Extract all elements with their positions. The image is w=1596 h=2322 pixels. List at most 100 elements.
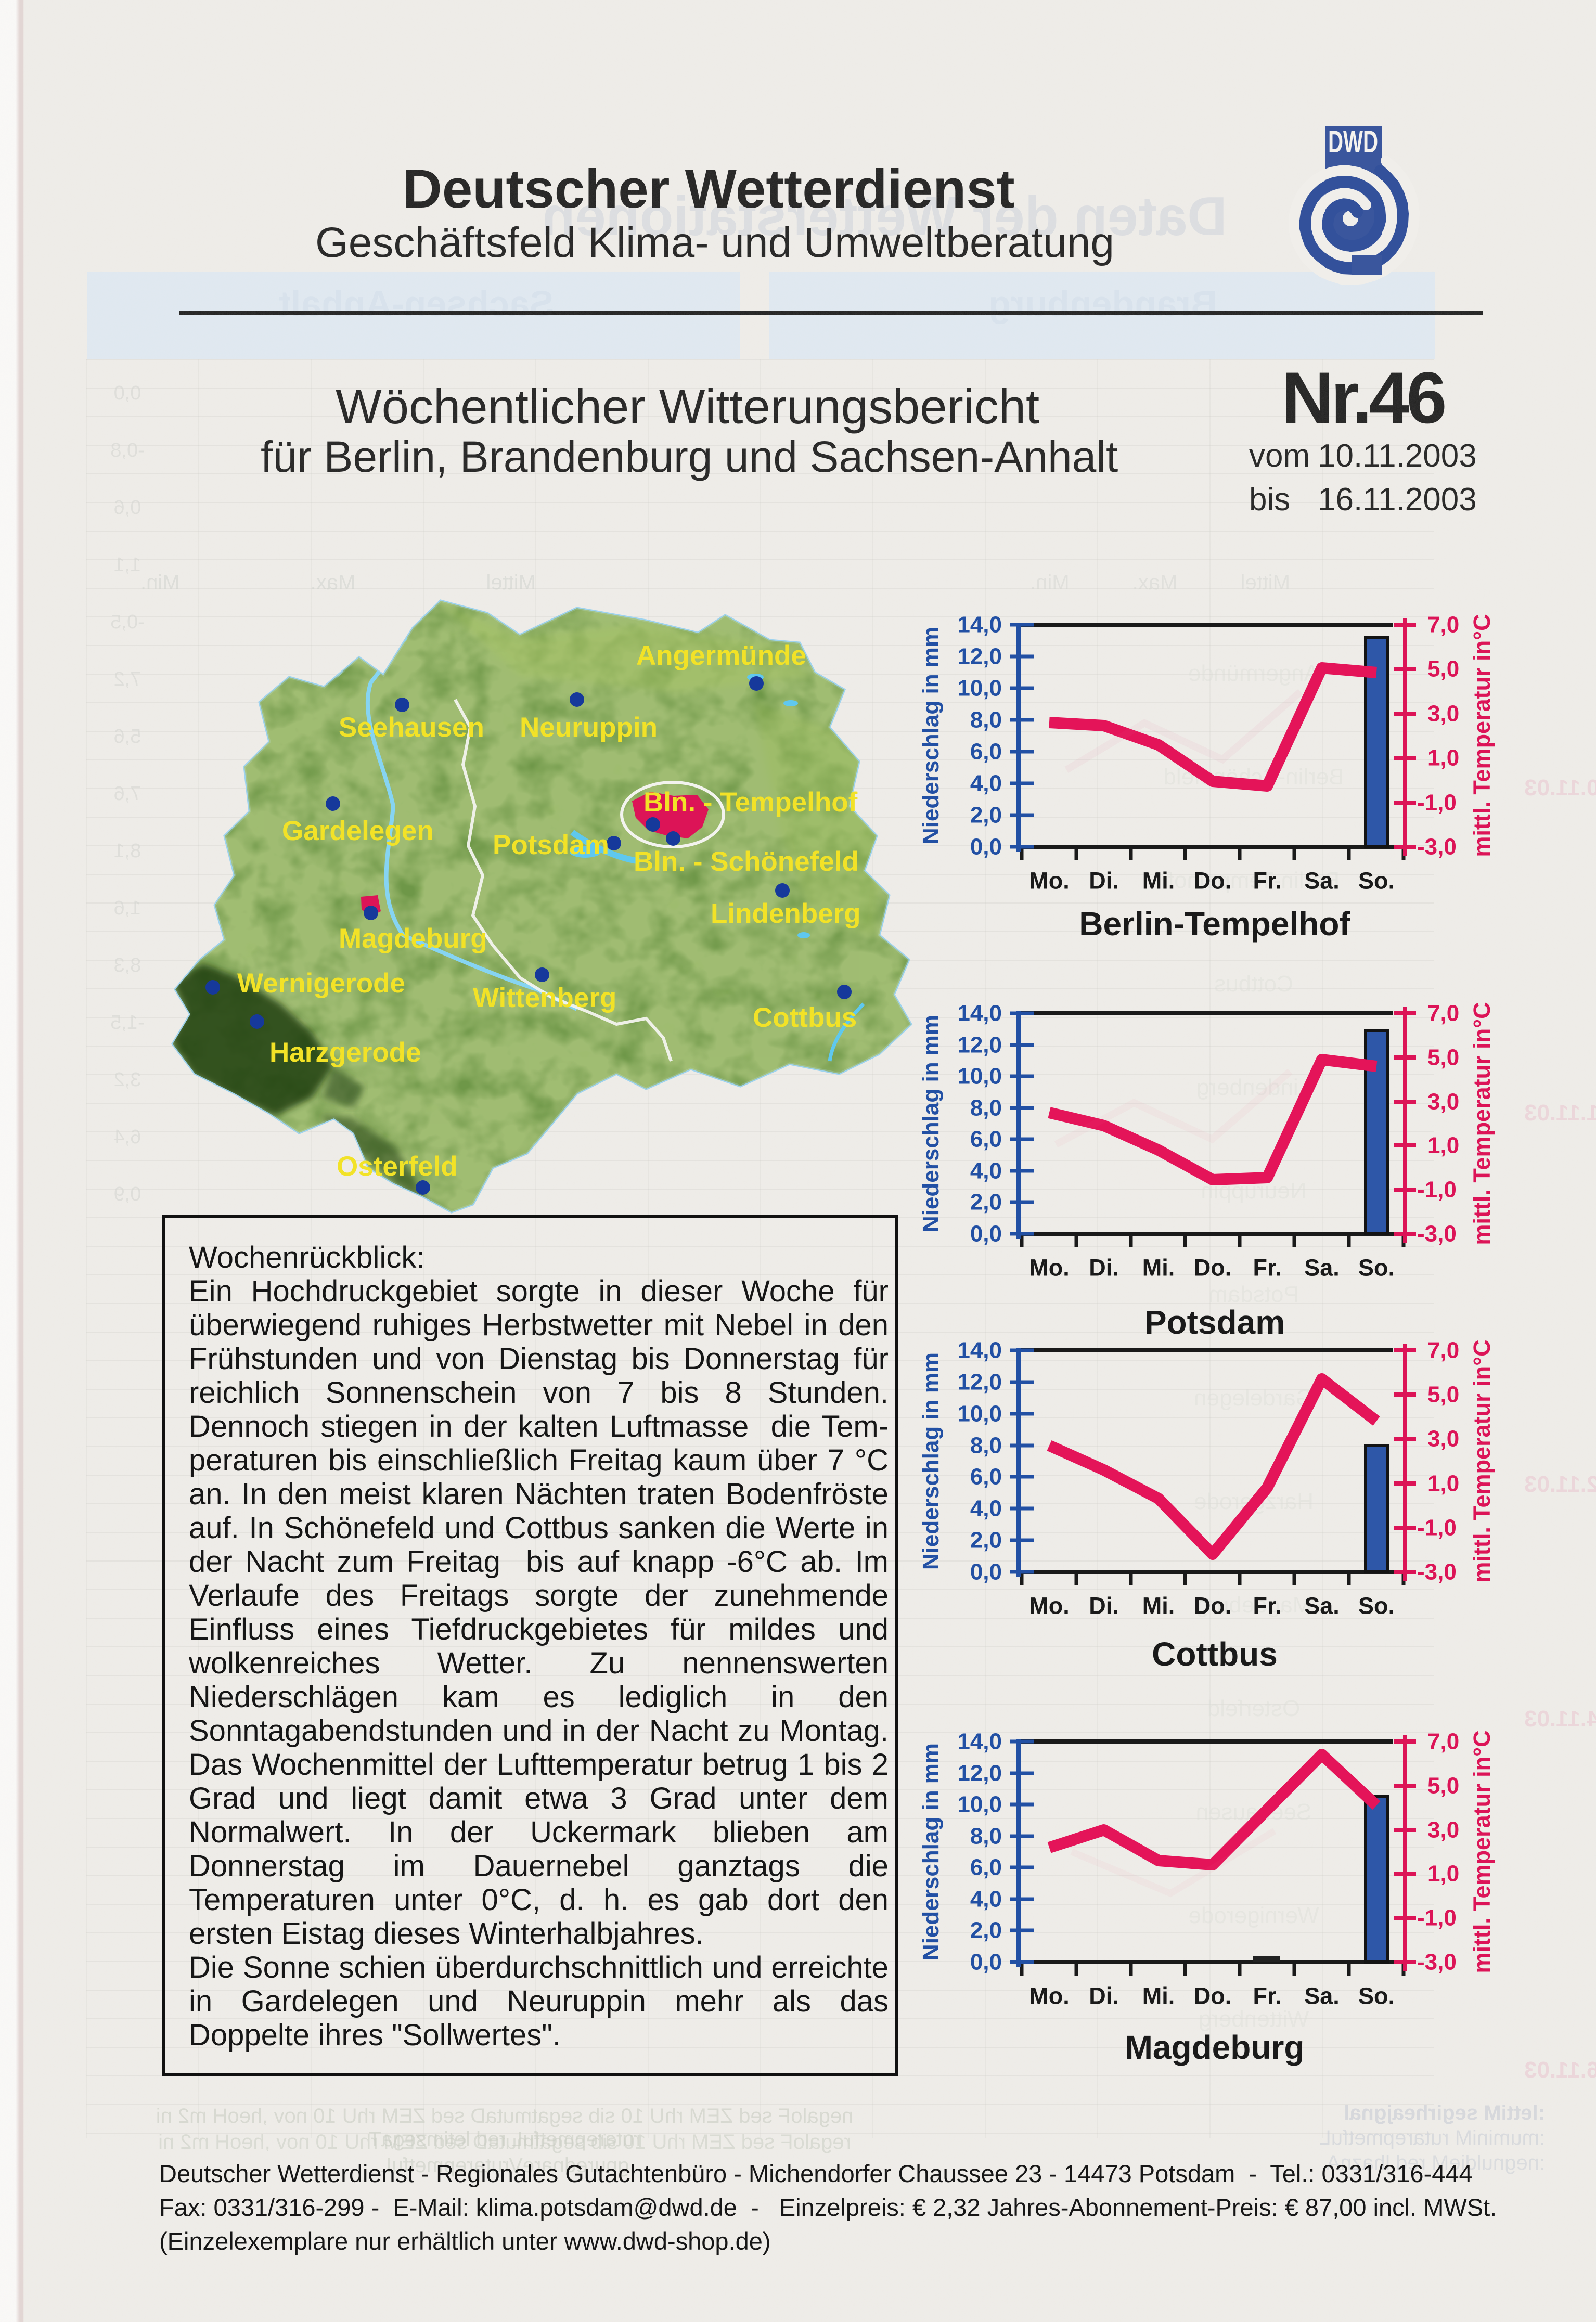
svg-text:Sa.: Sa. bbox=[1304, 1983, 1340, 2009]
svg-text:Potsdam: Potsdam bbox=[493, 830, 609, 860]
svg-text:Sa.: Sa. bbox=[1304, 1255, 1340, 1281]
svg-text:Neuruppin: Neuruppin bbox=[520, 712, 658, 743]
svg-text:10,0: 10,0 bbox=[957, 1064, 1002, 1089]
svg-text:0,0: 0,0 bbox=[970, 1950, 1002, 1975]
svg-text:Fr.: Fr. bbox=[1253, 1255, 1281, 1281]
svg-text:Mo.: Mo. bbox=[1029, 868, 1069, 894]
svg-text:mittl. Temperatur in°C: mittl. Temperatur in°C bbox=[1469, 1002, 1495, 1245]
svg-text:So.: So. bbox=[1358, 1593, 1395, 1619]
svg-text:12,0: 12,0 bbox=[957, 644, 1002, 669]
svg-text:mittl. Temperatur in°C: mittl. Temperatur in°C bbox=[1469, 614, 1495, 857]
svg-text:So.: So. bbox=[1358, 868, 1395, 894]
svg-text:Cottbus: Cottbus bbox=[1152, 1635, 1278, 1673]
svg-text:5,0: 5,0 bbox=[1427, 1773, 1459, 1799]
svg-text:6,0: 6,0 bbox=[970, 739, 1002, 765]
svg-text:7,0: 7,0 bbox=[1427, 1338, 1459, 1363]
svg-text:14,0: 14,0 bbox=[957, 1001, 1002, 1026]
svg-text:Di.: Di. bbox=[1089, 1255, 1119, 1281]
svg-text:Niederschlag in mm: Niederschlag in mm bbox=[918, 1743, 944, 1960]
svg-text:14,0: 14,0 bbox=[957, 612, 1002, 638]
svg-text:Do.: Do. bbox=[1194, 1255, 1232, 1281]
svg-text:Angermünde: Angermünde bbox=[636, 640, 806, 671]
svg-text:2,0: 2,0 bbox=[970, 803, 1002, 828]
svg-text:Di.: Di. bbox=[1089, 868, 1119, 894]
svg-text:5,0: 5,0 bbox=[1427, 1382, 1459, 1408]
svg-text:Fr.: Fr. bbox=[1253, 868, 1281, 894]
svg-text:-3,0: -3,0 bbox=[1417, 1559, 1457, 1585]
svg-text:So.: So. bbox=[1358, 1255, 1395, 1281]
svg-text:Di.: Di. bbox=[1089, 1983, 1119, 2009]
svg-text:DWD: DWD bbox=[1328, 124, 1378, 159]
svg-text:8,0: 8,0 bbox=[970, 1095, 1002, 1121]
svg-text:-3,0: -3,0 bbox=[1417, 834, 1457, 860]
svg-text:Niederschlag in mm: Niederschlag in mm bbox=[918, 1015, 944, 1232]
svg-text:Osterfeld: Osterfeld bbox=[337, 1151, 458, 1182]
svg-text:8,0: 8,0 bbox=[970, 1824, 1002, 1849]
svg-text:8,0: 8,0 bbox=[970, 707, 1002, 733]
svg-text:10,0: 10,0 bbox=[957, 676, 1002, 701]
svg-text:3,0: 3,0 bbox=[1427, 1817, 1459, 1843]
svg-text:Mi.: Mi. bbox=[1142, 1255, 1175, 1281]
svg-text:-1,0: -1,0 bbox=[1417, 790, 1457, 816]
svg-text:12,0: 12,0 bbox=[957, 1761, 1002, 1786]
svg-text:6,0: 6,0 bbox=[970, 1464, 1002, 1490]
svg-text:3,0: 3,0 bbox=[1427, 1089, 1459, 1115]
svg-text:3,0: 3,0 bbox=[1427, 701, 1459, 727]
svg-text:1,0: 1,0 bbox=[1427, 1133, 1459, 1158]
svg-text:Mi.: Mi. bbox=[1142, 868, 1175, 894]
svg-text:Magdeburg: Magdeburg bbox=[1125, 2029, 1305, 2066]
svg-text:0,0: 0,0 bbox=[970, 834, 1002, 860]
svg-text:Berlin-Tempelhof: Berlin-Tempelhof bbox=[1079, 905, 1350, 943]
svg-text:Niederschlag in mm: Niederschlag in mm bbox=[918, 627, 944, 844]
svg-text:4,0: 4,0 bbox=[970, 1887, 1002, 1912]
svg-text:Mo.: Mo. bbox=[1029, 1983, 1069, 2009]
svg-text:6,0: 6,0 bbox=[970, 1127, 1002, 1152]
svg-text:4,0: 4,0 bbox=[970, 1158, 1002, 1184]
svg-text:Lindenberg: Lindenberg bbox=[711, 898, 861, 929]
svg-text:1,0: 1,0 bbox=[1427, 745, 1459, 771]
svg-text:Do.: Do. bbox=[1194, 1593, 1232, 1619]
svg-text:6,0: 6,0 bbox=[970, 1855, 1002, 1880]
svg-text:Bln. - Tempelhof: Bln. - Tempelhof bbox=[643, 787, 858, 818]
svg-text:2,0: 2,0 bbox=[970, 1528, 1002, 1553]
svg-text:-3,0: -3,0 bbox=[1417, 1950, 1457, 1975]
svg-text:mittl. Temperatur in°C: mittl. Temperatur in°C bbox=[1469, 1339, 1495, 1582]
svg-text:Magdeburg: Magdeburg bbox=[339, 923, 487, 954]
svg-text:7,0: 7,0 bbox=[1427, 612, 1459, 638]
svg-text:7,0: 7,0 bbox=[1427, 1001, 1459, 1026]
svg-text:5,0: 5,0 bbox=[1427, 656, 1459, 682]
svg-text:Do.: Do. bbox=[1194, 868, 1232, 894]
svg-text:Do.: Do. bbox=[1194, 1983, 1232, 2009]
svg-text:Cottbus: Cottbus bbox=[753, 1002, 857, 1033]
svg-text:3,0: 3,0 bbox=[1427, 1426, 1459, 1452]
svg-text:7,0: 7,0 bbox=[1427, 1729, 1459, 1755]
svg-text:Harzgerode: Harzgerode bbox=[269, 1037, 421, 1068]
svg-text:Sa.: Sa. bbox=[1304, 868, 1340, 894]
svg-text:12,0: 12,0 bbox=[957, 1370, 1002, 1395]
svg-text:Mo.: Mo. bbox=[1029, 1593, 1069, 1619]
svg-text:1,0: 1,0 bbox=[1427, 1861, 1459, 1887]
svg-text:12,0: 12,0 bbox=[957, 1033, 1002, 1058]
svg-text:8,0: 8,0 bbox=[970, 1433, 1002, 1459]
svg-text:Fr.: Fr. bbox=[1253, 1983, 1281, 2009]
svg-text:Wernigerode: Wernigerode bbox=[237, 968, 405, 999]
svg-text:-1,0: -1,0 bbox=[1417, 1177, 1457, 1203]
svg-text:2,0: 2,0 bbox=[970, 1918, 1002, 1943]
svg-text:0,0: 0,0 bbox=[970, 1221, 1002, 1247]
svg-text:Potsdam: Potsdam bbox=[1144, 1304, 1285, 1341]
svg-text:Wittenberg: Wittenberg bbox=[473, 983, 616, 1013]
svg-text:So.: So. bbox=[1358, 1983, 1395, 2009]
svg-text:4,0: 4,0 bbox=[970, 771, 1002, 796]
svg-text:Sa.: Sa. bbox=[1304, 1593, 1340, 1619]
svg-text:10,0: 10,0 bbox=[957, 1792, 1002, 1817]
svg-text:-1,0: -1,0 bbox=[1417, 1515, 1457, 1541]
svg-text:Di.: Di. bbox=[1089, 1593, 1119, 1619]
svg-text:-3,0: -3,0 bbox=[1417, 1221, 1457, 1247]
svg-text:Mo.: Mo. bbox=[1029, 1255, 1069, 1281]
svg-text:Gardelegen: Gardelegen bbox=[282, 816, 434, 846]
svg-text:Mi.: Mi. bbox=[1142, 1983, 1175, 2009]
svg-text:mittl. Temperatur in°C: mittl. Temperatur in°C bbox=[1469, 1730, 1495, 1973]
svg-text:Niederschlag in mm: Niederschlag in mm bbox=[918, 1352, 944, 1570]
svg-text:Seehausen: Seehausen bbox=[339, 712, 484, 743]
svg-text:5,0: 5,0 bbox=[1427, 1045, 1459, 1070]
